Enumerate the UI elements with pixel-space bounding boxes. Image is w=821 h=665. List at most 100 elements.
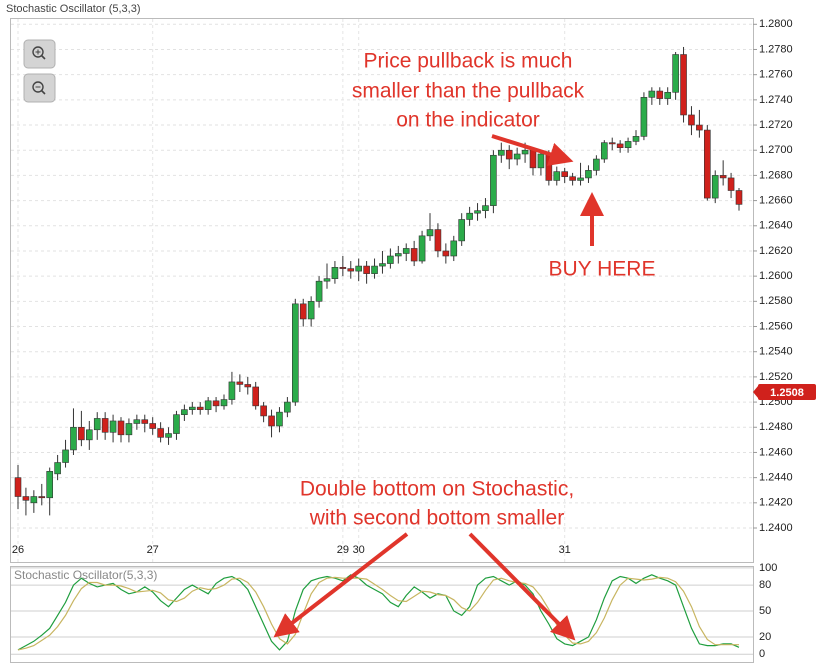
candle-body xyxy=(593,158,600,171)
candle-body xyxy=(46,471,53,499)
candle-body xyxy=(696,124,703,131)
candle-body xyxy=(735,190,743,205)
candle-body xyxy=(632,136,640,142)
candle-body xyxy=(268,415,275,427)
candle-body xyxy=(395,253,402,257)
candle-body xyxy=(181,409,188,415)
y-tick-label: 1.2700 xyxy=(759,144,793,156)
candle-body xyxy=(577,177,584,181)
zoom-out[interactable] xyxy=(23,73,56,103)
candle-body xyxy=(347,268,355,272)
candle-body xyxy=(212,400,220,407)
stoch-line xyxy=(17,576,739,651)
candle-body xyxy=(117,420,125,436)
price-badge xyxy=(758,384,816,400)
candle-body xyxy=(14,477,22,497)
candle-body xyxy=(426,229,434,237)
zoom-in[interactable] xyxy=(23,39,56,69)
x-tick-label: 31 xyxy=(559,544,571,556)
candle-body xyxy=(688,114,695,126)
x-tick-label: 30 xyxy=(353,544,365,556)
y-tick-label: 1.2600 xyxy=(759,270,793,282)
candle-body xyxy=(664,91,671,99)
candle-body xyxy=(22,496,30,501)
candle-body xyxy=(458,219,465,242)
candle-body xyxy=(70,426,77,451)
y-tick-label: 1.2400 xyxy=(759,522,793,534)
candle-body xyxy=(244,384,252,388)
candle-body xyxy=(276,411,283,427)
annotation: smaller than the pullback xyxy=(352,80,585,103)
candle-body xyxy=(561,171,568,177)
y-tick-label: 0 xyxy=(759,648,765,660)
annotation: Price pullback is much xyxy=(364,50,573,73)
candle-body xyxy=(86,429,93,441)
candle-body xyxy=(284,401,291,413)
y-tick-label: 1.2800 xyxy=(759,18,793,30)
candle-body xyxy=(537,153,545,169)
price-badge-tip xyxy=(753,386,758,398)
y-tick-label: 1.2620 xyxy=(759,245,793,257)
y-tick-label: 1.2460 xyxy=(759,446,793,458)
candle-body xyxy=(379,263,386,267)
annotation: Double bottom on Stochastic, xyxy=(300,478,574,501)
candle-body xyxy=(93,418,101,431)
candle-body xyxy=(442,250,450,257)
window-title: Stochastic Oscillator (5,3,3) xyxy=(6,3,141,15)
y-tick-label: 1.2420 xyxy=(759,497,793,509)
candle-body xyxy=(307,301,315,320)
main-frame xyxy=(10,18,754,563)
candle-body xyxy=(299,303,307,320)
candle-body xyxy=(711,175,719,199)
x-tick-label: 26 xyxy=(12,544,24,556)
candle-body xyxy=(173,414,180,434)
y-tick-label: 1.2780 xyxy=(759,43,793,55)
candle-body xyxy=(624,141,632,149)
candle-body xyxy=(704,129,711,199)
candle-body xyxy=(371,265,378,274)
candle-body xyxy=(141,419,149,424)
candle-body xyxy=(54,462,61,475)
candle-body xyxy=(38,496,46,499)
y-tick-label: 1.2480 xyxy=(759,421,793,433)
annotation: BUY HERE xyxy=(549,258,656,281)
candle-body xyxy=(601,142,608,160)
candle-body xyxy=(418,235,426,262)
candle-body xyxy=(521,149,529,155)
stoch-frame xyxy=(10,566,754,663)
stoch-line xyxy=(17,574,740,651)
y-tick-label: 1.2680 xyxy=(759,169,793,181)
candle-body xyxy=(196,406,204,410)
annotations: Price pullback is much smaller than the … xyxy=(273,50,656,641)
y-tick-label: 1.2720 xyxy=(759,119,793,131)
y-tick-label: 100 xyxy=(759,562,777,574)
candle-body xyxy=(490,154,497,206)
candle-body xyxy=(387,255,394,264)
candle-body xyxy=(204,400,212,410)
candle-body xyxy=(616,143,624,149)
candle-body xyxy=(450,240,458,257)
candle-body xyxy=(157,428,164,438)
y-tick-label: 1.2740 xyxy=(759,94,793,106)
candle-body xyxy=(252,386,259,407)
candle-body xyxy=(228,381,236,400)
candle-body xyxy=(315,280,323,302)
candle-body xyxy=(434,229,442,252)
x-tick-label: 29 xyxy=(337,544,349,556)
candle-body xyxy=(410,248,418,262)
y-tick-label: 1.2760 xyxy=(759,69,793,81)
candle-body xyxy=(220,399,228,407)
candle-body xyxy=(727,177,735,191)
candle-body xyxy=(569,176,576,181)
candle-body xyxy=(474,210,481,214)
y-tick-label: 1.2560 xyxy=(759,320,793,332)
candle-body xyxy=(545,153,553,181)
arrow xyxy=(491,134,574,166)
candle-body xyxy=(236,381,244,385)
candle-body xyxy=(125,423,133,436)
candle-body xyxy=(498,149,505,156)
y-tick-label: 20 xyxy=(759,631,771,643)
candle-body xyxy=(402,248,410,254)
candle-body xyxy=(553,171,561,181)
